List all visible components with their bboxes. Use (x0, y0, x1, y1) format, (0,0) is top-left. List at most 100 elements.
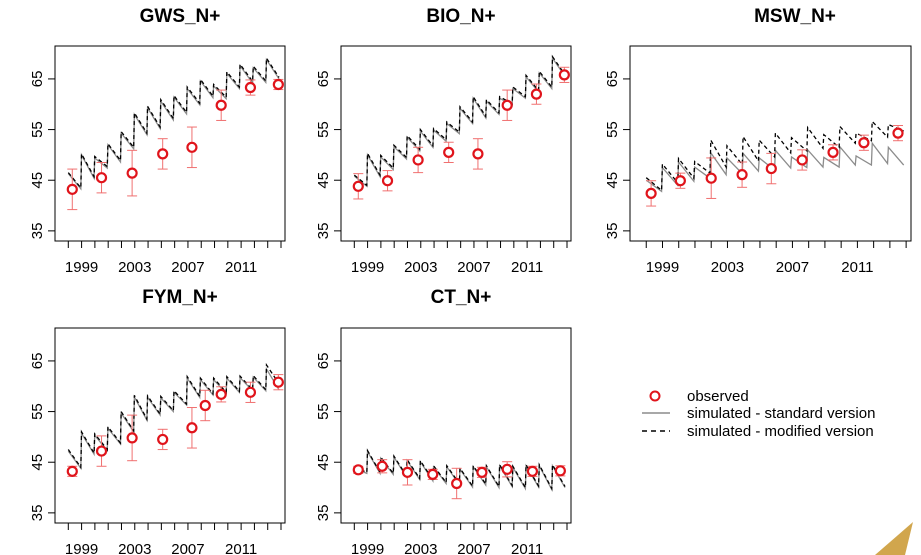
y-tick-label: 45 (604, 172, 621, 189)
plot-frame (54, 327, 286, 524)
y-tick-label: 65 (29, 353, 46, 370)
series-modified-line (67, 362, 280, 470)
observed-point (95, 445, 108, 457)
series-modified-line (67, 56, 280, 190)
observed-point (645, 187, 657, 199)
observed-point (443, 146, 455, 158)
x-tick-label: 2011 (511, 259, 543, 276)
x-tick-label: 2003 (711, 259, 744, 276)
observed-point (126, 432, 138, 444)
corner-accent-shape (875, 522, 913, 555)
observed-point (95, 172, 108, 184)
y-tick-label: 55 (604, 121, 621, 138)
x-tick-label: 1999 (65, 259, 98, 276)
observed-point (674, 175, 686, 187)
panel-title: CT_N+ (431, 287, 492, 308)
y-tick-label: 65 (604, 71, 621, 88)
x-tick-label: 2007 (457, 259, 490, 276)
observed-point (381, 175, 394, 187)
x-tick-label: 2003 (118, 541, 151, 555)
x-tick-label: 2011 (225, 259, 257, 276)
observed-point (66, 183, 78, 195)
plot-frame (629, 45, 912, 242)
y-tick-label: 55 (29, 403, 46, 420)
observed-point (66, 465, 78, 477)
observed-point (858, 137, 870, 149)
observed-point (352, 464, 364, 476)
y-tick-label: 35 (315, 505, 332, 522)
legend-observed-label: observed (687, 388, 749, 405)
x-tick-label: 2007 (457, 541, 490, 555)
observed-point (530, 88, 543, 100)
y-tick-label: 65 (315, 71, 332, 88)
observed-point (272, 376, 284, 388)
observed-point (244, 386, 257, 398)
x-tick-label: 2003 (404, 541, 437, 555)
legend-observed-marker (649, 390, 661, 402)
series-modified-line (353, 54, 566, 187)
x-tick-label: 2003 (118, 259, 151, 276)
panel-msw-n-: MSW_N+ 35 45 55 65 1999 2003 2007 2011 (604, 6, 912, 276)
legend: observed simulated - standard version si… (642, 388, 875, 440)
observed-point (427, 468, 439, 480)
y-tick-label: 35 (604, 223, 621, 240)
observed-point (451, 477, 463, 490)
observed-point (827, 146, 839, 158)
series-modified-line (645, 119, 904, 192)
y-tick-label: 35 (29, 505, 46, 522)
observed-point (554, 465, 566, 477)
y-tick-label: 45 (315, 172, 332, 189)
observed-point (501, 99, 513, 111)
y-tick-label: 35 (29, 223, 46, 240)
observed-point (796, 154, 808, 166)
observed-point (186, 422, 198, 434)
panel-fym-n-: FYM_N+ 35 45 55 65 1999 2003 2007 2011 (29, 287, 286, 555)
legend-standard-label: simulated - standard version (687, 405, 875, 422)
x-tick-label: 2007 (776, 259, 809, 276)
plot-frame (340, 327, 572, 524)
observed-point (186, 141, 198, 153)
observed-point (526, 465, 539, 477)
panel-title: GWS_N+ (140, 6, 221, 27)
observed-point (376, 460, 388, 472)
observed-point (199, 399, 211, 412)
y-tick-label: 35 (315, 223, 332, 240)
observed-point (157, 433, 169, 446)
x-tick-label: 1999 (65, 541, 98, 555)
observed-point (705, 172, 717, 184)
legend-modified-label: simulated - modified version (687, 423, 874, 440)
y-tick-label: 55 (315, 121, 332, 138)
observed-point (558, 69, 570, 81)
observed-point (892, 127, 904, 139)
x-tick-label: 2003 (404, 259, 437, 276)
y-tick-label: 45 (29, 454, 46, 471)
panel-title: FYM_N+ (142, 287, 218, 308)
x-tick-label: 2011 (511, 541, 543, 555)
x-tick-label: 1999 (646, 259, 679, 276)
observed-point (412, 154, 424, 166)
x-tick-label: 2007 (171, 259, 204, 276)
x-tick-label: 1999 (351, 259, 384, 276)
panel-title: MSW_N+ (754, 6, 836, 27)
observed-point (401, 466, 414, 478)
series-modified-line (354, 448, 566, 492)
plot-frame (54, 45, 286, 242)
panel-title: BIO_N+ (426, 6, 495, 27)
panel-ct-n-: CT_N+ 35 45 55 65 1999 2003 2007 2011 (315, 287, 572, 555)
x-tick-label: 2011 (225, 541, 257, 555)
y-tick-label: 45 (315, 454, 332, 471)
observed-point (126, 167, 138, 179)
y-tick-label: 55 (29, 121, 46, 138)
observed-point (476, 466, 488, 478)
series-standard-line (67, 57, 280, 191)
x-tick-label: 2011 (841, 259, 873, 276)
panel-bio-n-: BIO_N+ 35 45 55 65 1999 2003 2007 2011 (315, 6, 572, 276)
observed-point (157, 148, 169, 160)
x-tick-label: 2007 (171, 541, 204, 555)
y-tick-label: 65 (315, 353, 332, 370)
y-tick-label: 45 (29, 172, 46, 189)
panel-group: GWS_N+ 35 45 55 65 1999 2003 2007 2011 BIO_N+ 35 45… (29, 6, 912, 555)
observed-point (215, 388, 227, 400)
panel-gws-n-: GWS_N+ 35 45 55 65 1999 2003 2007 2011 (29, 6, 286, 276)
